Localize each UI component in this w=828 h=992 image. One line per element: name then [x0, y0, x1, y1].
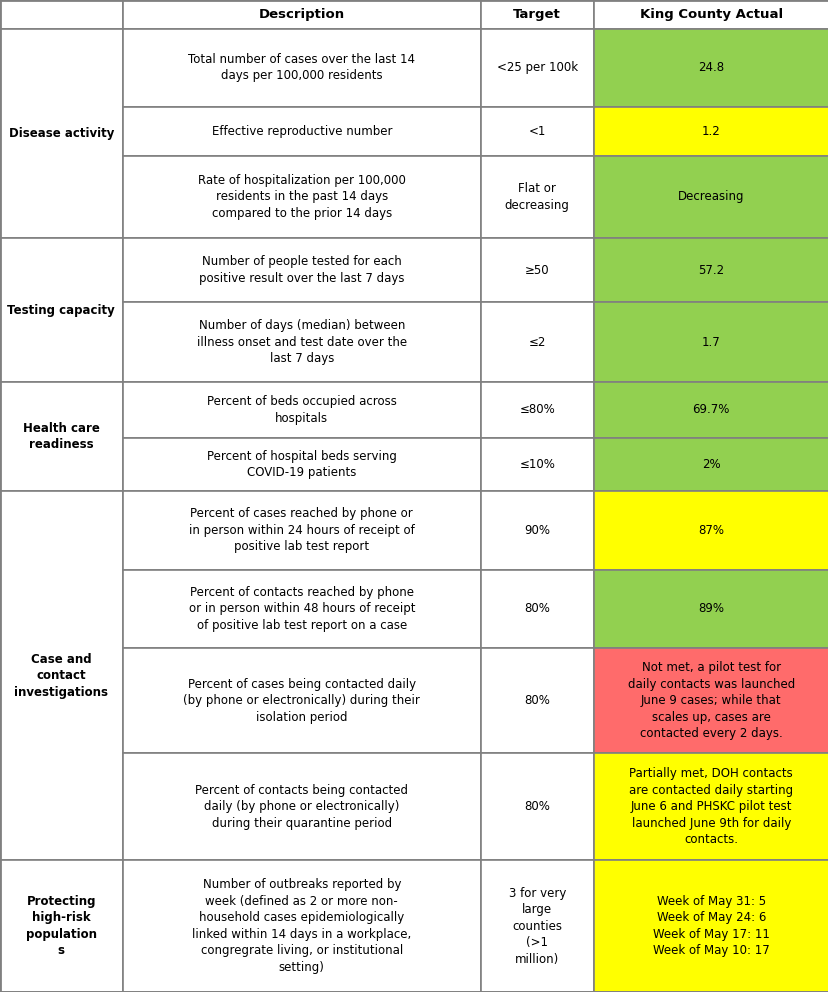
Text: 69.7%: 69.7%	[691, 404, 729, 417]
Text: 57.2: 57.2	[697, 264, 724, 277]
Text: 80%: 80%	[523, 602, 550, 615]
Text: ≥50: ≥50	[524, 264, 549, 277]
Bar	[593, 569, 828, 648]
Text: Percent of beds occupied across
hospitals: Percent of beds occupied across hospital…	[206, 395, 397, 425]
Bar	[0, 238, 123, 382]
Bar	[593, 648, 828, 753]
Bar	[480, 437, 593, 491]
Bar	[593, 107, 828, 156]
Text: Number of people tested for each
positive result over the last 7 days: Number of people tested for each positiv…	[199, 255, 404, 285]
Bar	[123, 860, 480, 992]
Text: Disease activity: Disease activity	[8, 127, 114, 140]
Bar	[480, 491, 593, 569]
Text: Percent of contacts being contacted
daily (by phone or electronically)
during th: Percent of contacts being contacted dail…	[195, 784, 407, 829]
Text: Health care
readiness: Health care readiness	[23, 422, 99, 451]
Bar	[123, 382, 480, 437]
Bar	[480, 648, 593, 753]
Text: 80%: 80%	[523, 801, 550, 813]
Bar	[480, 29, 593, 107]
Text: Case and
contact
investigations: Case and contact investigations	[14, 653, 108, 698]
Text: 87%: 87%	[697, 524, 724, 537]
Text: Description: Description	[258, 8, 344, 21]
Bar	[480, 753, 593, 860]
Bar	[123, 303, 480, 382]
Text: <25 per 100k: <25 per 100k	[496, 62, 577, 74]
Bar	[480, 860, 593, 992]
Bar	[123, 29, 480, 107]
Text: ≤2: ≤2	[528, 335, 545, 349]
Text: Partially met, DOH contacts
are contacted daily starting
June 6 and PHSKC pilot : Partially met, DOH contacts are contacte…	[628, 767, 792, 846]
Bar	[123, 491, 480, 569]
Bar	[123, 0, 480, 29]
Bar	[593, 303, 828, 382]
Bar	[593, 156, 828, 238]
Bar	[593, 0, 828, 29]
Bar	[123, 569, 480, 648]
Bar	[123, 648, 480, 753]
Bar	[123, 753, 480, 860]
Text: Rate of hospitalization per 100,000
residents in the past 14 days
compared to th: Rate of hospitalization per 100,000 resi…	[198, 174, 405, 220]
Text: 89%: 89%	[697, 602, 724, 615]
Text: Number of outbreaks reported by
week (defined as 2 or more non-
household cases : Number of outbreaks reported by week (de…	[192, 878, 411, 974]
Text: Not met, a pilot test for
daily contacts was launched
June 9 cases; while that
s: Not met, a pilot test for daily contacts…	[627, 661, 794, 740]
Text: Week of May 31: 5
Week of May 24: 6
Week of May 17: 11
Week of May 10: 17: Week of May 31: 5 Week of May 24: 6 Week…	[652, 895, 768, 957]
Text: 3 for very
large
counties
(>1
million): 3 for very large counties (>1 million)	[508, 887, 566, 965]
Text: 80%: 80%	[523, 694, 550, 707]
Text: Percent of cases reached by phone or
in person within 24 hours of receipt of
pos: Percent of cases reached by phone or in …	[189, 507, 414, 554]
Text: Target: Target	[513, 8, 561, 21]
Bar	[593, 238, 828, 303]
Bar	[593, 29, 828, 107]
Bar	[123, 156, 480, 238]
Text: ≤80%: ≤80%	[518, 404, 555, 417]
Bar	[593, 860, 828, 992]
Bar	[593, 491, 828, 569]
Text: 1.7: 1.7	[701, 335, 720, 349]
Bar	[123, 238, 480, 303]
Text: 1.2: 1.2	[701, 125, 720, 138]
Bar	[0, 860, 123, 992]
Text: Percent of cases being contacted daily
(by phone or electronically) during their: Percent of cases being contacted daily (…	[183, 678, 420, 723]
Bar	[123, 437, 480, 491]
Text: Decreasing: Decreasing	[677, 190, 744, 203]
Bar	[480, 382, 593, 437]
Text: 90%: 90%	[523, 524, 550, 537]
Text: Effective reproductive number: Effective reproductive number	[211, 125, 392, 138]
Bar	[0, 0, 123, 29]
Bar	[480, 303, 593, 382]
Text: Testing capacity: Testing capacity	[7, 304, 115, 316]
Text: Percent of contacts reached by phone
or in person within 48 hours of receipt
of : Percent of contacts reached by phone or …	[188, 585, 415, 632]
Bar	[593, 382, 828, 437]
Bar	[593, 437, 828, 491]
Text: Number of days (median) between
illness onset and test date over the
last 7 days: Number of days (median) between illness …	[196, 319, 407, 365]
Bar	[480, 107, 593, 156]
Text: Protecting
high-risk
population
s: Protecting high-risk population s	[26, 895, 97, 957]
Text: Total number of cases over the last 14
days per 100,000 residents: Total number of cases over the last 14 d…	[188, 53, 415, 82]
Bar	[123, 107, 480, 156]
Text: Flat or
decreasing: Flat or decreasing	[504, 183, 569, 211]
Text: King County Actual: King County Actual	[639, 8, 782, 21]
Bar	[593, 753, 828, 860]
Text: 24.8: 24.8	[697, 62, 724, 74]
Bar	[480, 0, 593, 29]
Text: Percent of hospital beds serving
COVID-19 patients: Percent of hospital beds serving COVID-1…	[206, 449, 397, 479]
Text: <1: <1	[528, 125, 545, 138]
Bar	[480, 156, 593, 238]
Bar	[0, 491, 123, 860]
Bar	[480, 238, 593, 303]
Text: ≤10%: ≤10%	[518, 458, 555, 471]
Text: 2%: 2%	[701, 458, 720, 471]
Bar	[480, 569, 593, 648]
Bar	[0, 382, 123, 491]
Bar	[0, 29, 123, 238]
